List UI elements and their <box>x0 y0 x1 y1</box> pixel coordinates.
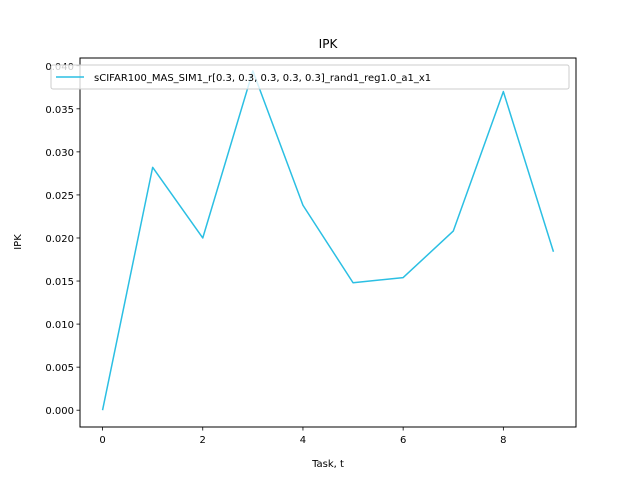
x-tick-label: 6 <box>400 435 406 446</box>
y-tick-label: 0.010 <box>45 320 74 331</box>
legend-box <box>50 64 570 90</box>
y-tick-label: 0.035 <box>45 105 74 116</box>
series-line <box>101 70 555 411</box>
x-tick-label: 4 <box>300 435 306 446</box>
y-axis-label: IPK <box>13 234 24 250</box>
x-axis-label: Task, t <box>311 459 344 470</box>
legend-label: sCIFAR100_MAS_SIM1_r[0.3, 0.3, 0.3, 0.3,… <box>94 73 431 84</box>
y-tick-label: 0.000 <box>45 406 74 417</box>
y-tick-label: 0.005 <box>45 363 74 374</box>
y-tick-label: 0.020 <box>45 234 74 245</box>
axes-frame <box>79 57 577 428</box>
chart-title: IPK <box>319 37 339 51</box>
x-tick-label: 0 <box>99 435 105 446</box>
y-tick-label: 0.015 <box>45 277 74 288</box>
x-axis-ticks: 0 2 4 6 8 <box>99 427 507 446</box>
legend: sCIFAR100_MAS_SIM1_r[0.3, 0.3, 0.3, 0.3,… <box>50 64 570 90</box>
plot-area <box>101 70 555 411</box>
y-tick-label: 0.025 <box>45 191 74 202</box>
x-tick-label: 8 <box>500 435 506 446</box>
x-tick-label: 2 <box>200 435 206 446</box>
y-tick-label: 0.030 <box>45 148 74 159</box>
